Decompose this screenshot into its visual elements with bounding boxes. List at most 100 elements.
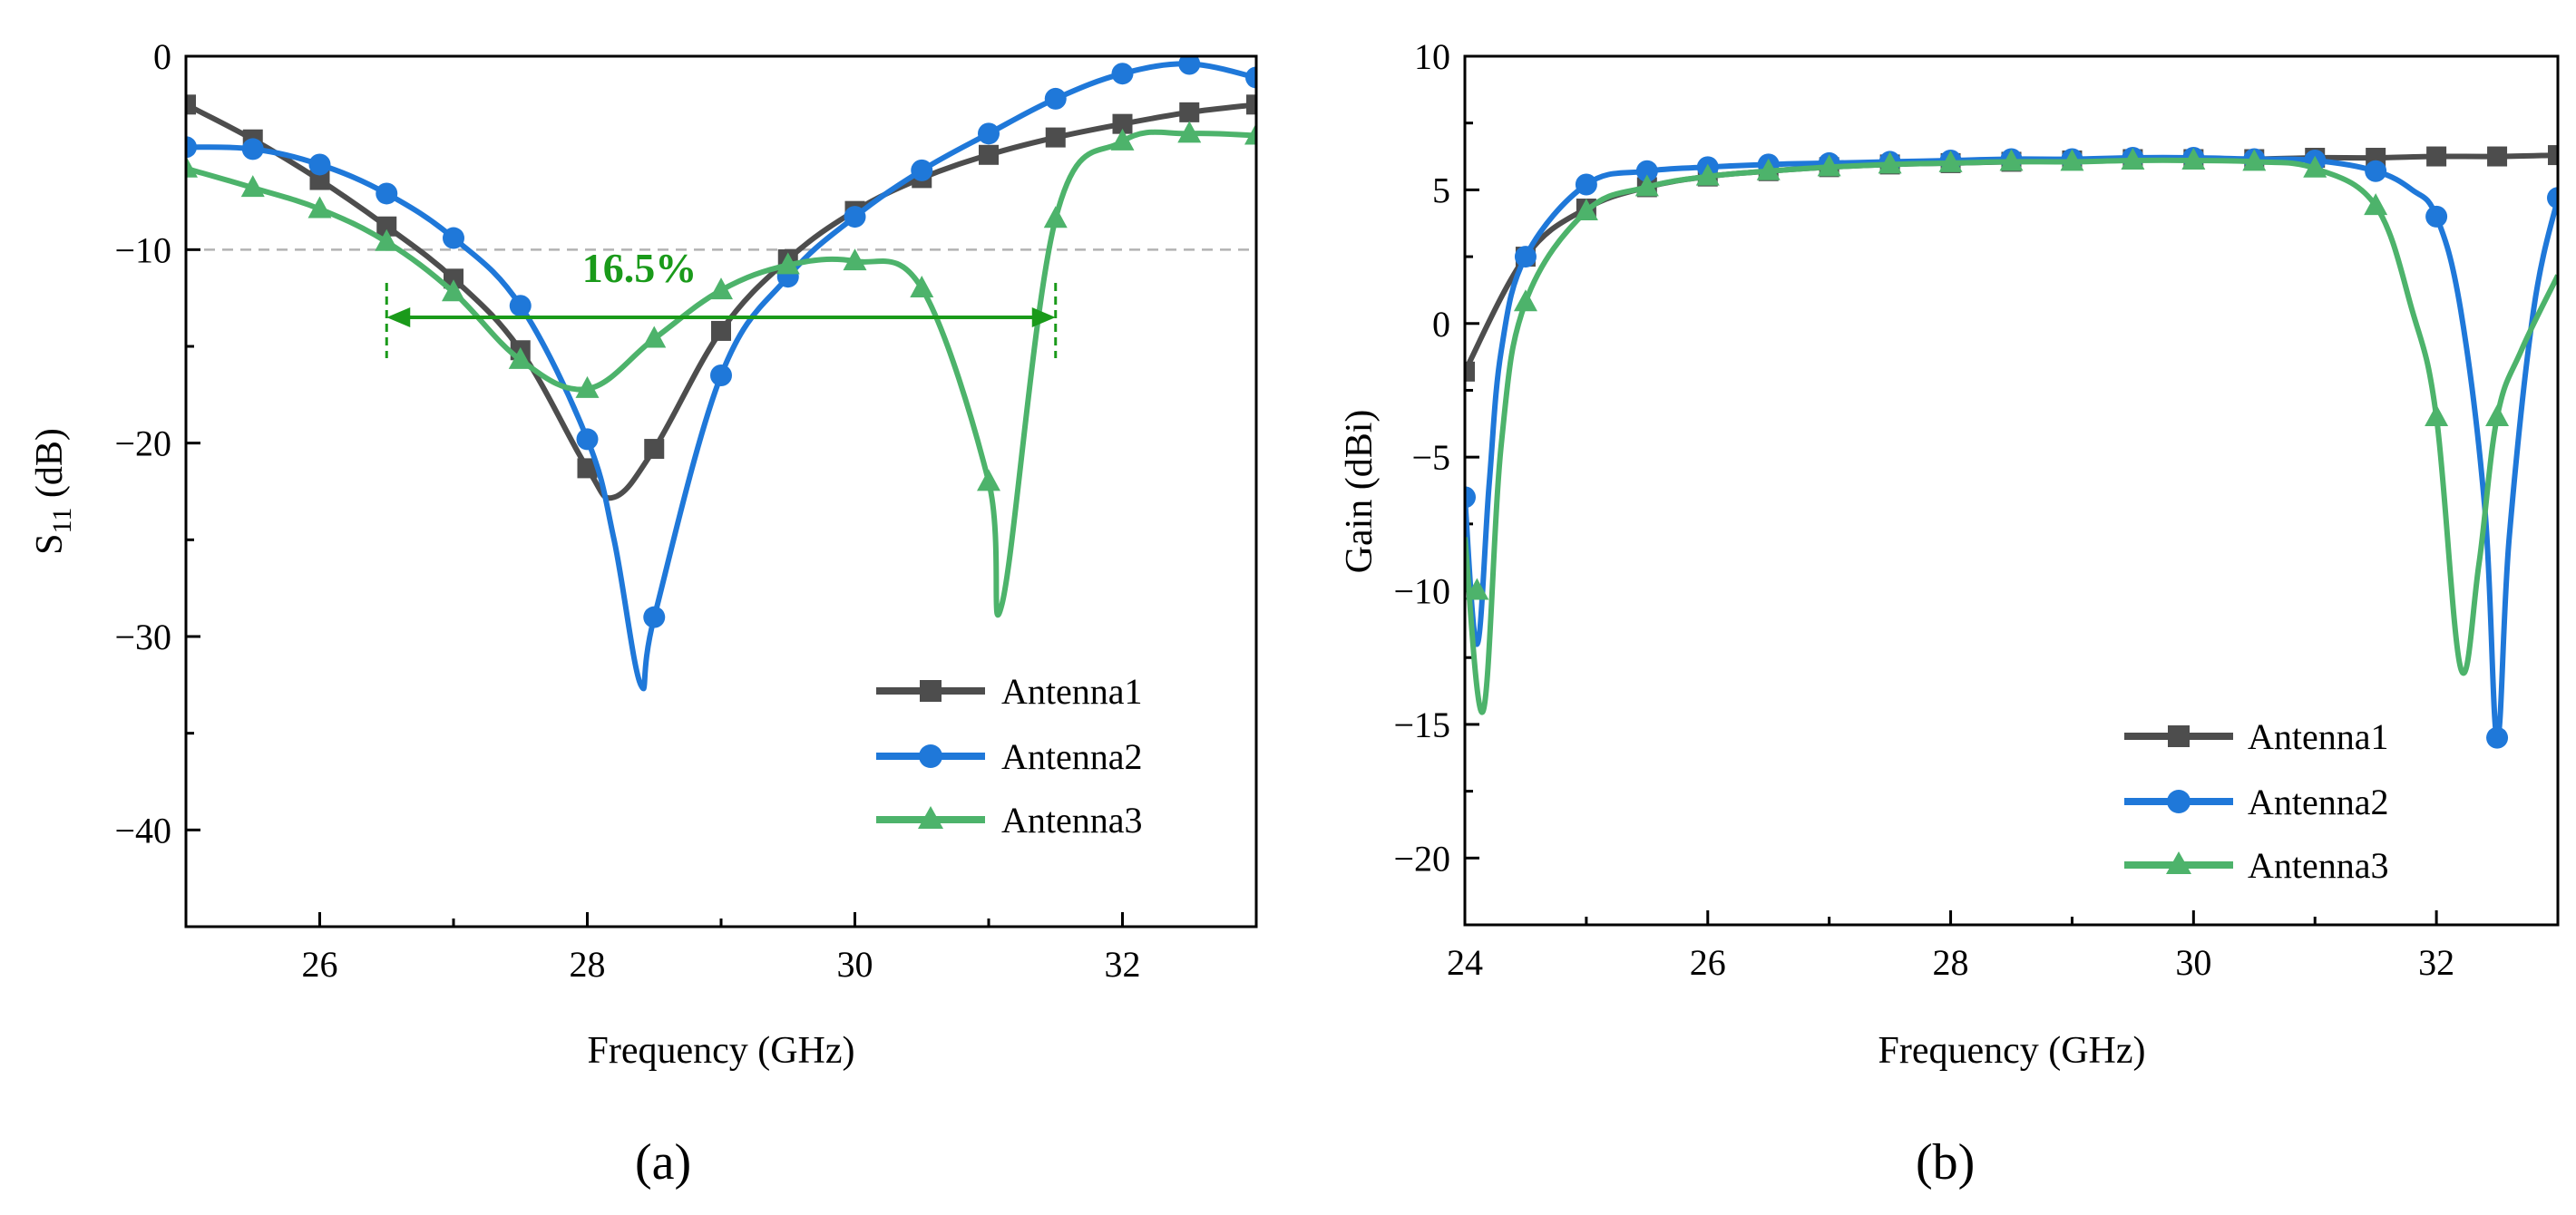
panel-a-marker-antenna3 (1244, 122, 1256, 145)
panel-a-ylabel-unit: (dB) (29, 428, 71, 508)
panel-b-y-tick-label: −5 (1411, 437, 1450, 478)
panel-a-s11-chart: 26 28 30 32 0 −10 −20 −30 −40 16.5% Frequency (GH… (29, 36, 1258, 1191)
panel-a-series-antenna3 (186, 121, 1256, 618)
panel-b-legend-label-antenna1: Antenna1 (2248, 716, 2389, 757)
panel-a-marker-antenna2 (186, 136, 197, 159)
panel-a-marker-antenna1 (186, 94, 196, 115)
panel-a-marker-antenna2 (978, 122, 1000, 145)
panel-b-legend-label-antenna2: Antenna2 (2248, 782, 2389, 822)
panel-a-marker-antenna3 (508, 346, 532, 369)
panel-b-axes-frame (1463, 54, 2560, 927)
panel-b-gain-chart: 24 26 28 30 32 10 5 0 −5 −10 −15 −20 Frequency (GHz… (1339, 36, 2560, 1191)
panel-b-xlabel: Frequency (GHz) (1878, 1030, 2145, 1072)
panel-a-y-tick-label: −10 (114, 229, 171, 270)
panel-a-marker-antenna1 (309, 170, 330, 190)
panel-a-y-tick-label: −40 (114, 810, 171, 850)
panel-b-line-antenna3 (1465, 157, 2558, 715)
panel-a-legend-label-antenna2: Antenna2 (1001, 736, 1143, 777)
panel-b-marker-antenna3 (1513, 289, 1537, 312)
panel-b-marker-antenna1 (2487, 146, 2508, 167)
panel-b-marker-antenna3 (1574, 198, 1598, 220)
panel-a-marker-antenna2 (376, 182, 398, 205)
panel-a-marker-antenna3 (307, 196, 332, 219)
panel-b-legend-antenna1: Antenna1 (2124, 716, 2389, 757)
panel-b-x-tick-label: 30 (2175, 942, 2211, 983)
panel-b-marker-antenna3 (2121, 147, 2145, 170)
panel-b-marker-antenna3 (2060, 149, 2084, 171)
panel-a-marker-antenna1 (644, 439, 665, 460)
panel-a-marker-antenna2 (710, 364, 732, 386)
panel-b-legend-label-antenna3: Antenna3 (2248, 845, 2389, 886)
panel-b-marker-antenna3 (1817, 154, 1841, 177)
panel-b-series-antenna2 (1465, 147, 2558, 749)
panel-b-marker-antenna3 (2425, 403, 2449, 426)
panel-b-marker-antenna3 (1695, 163, 1720, 186)
panel-a-marker-antenna1 (979, 144, 999, 165)
panel-a-marker-antenna2 (1245, 66, 1256, 89)
panel-a-marker-antenna1 (444, 268, 463, 289)
panel-b-y-tick-label: 0 (1432, 304, 1450, 345)
panel-b-marker-antenna3 (2242, 149, 2267, 171)
panel-a-line-antenna1 (186, 102, 1256, 501)
panel-a-legend-label-antenna1: Antenna1 (1001, 671, 1143, 712)
panel-b-marker-antenna2 (1514, 246, 1537, 268)
panel-b-marker-antenna2 (2425, 205, 2448, 228)
panel-b-marker-antenna3 (1938, 150, 1963, 172)
panel-a-x-tick-label: 30 (837, 944, 873, 985)
panel-b-marker-antenna2 (2486, 726, 2509, 749)
panel-a-marker-antenna3 (575, 375, 600, 398)
panel-a-series-antenna2 (186, 56, 1256, 692)
panel-a-marker-antenna2 (911, 159, 933, 181)
panel-a-marker-antenna3 (186, 155, 198, 178)
panel-a-marker-antenna3 (709, 277, 733, 300)
panel-a-legend-antenna2: Antenna2 (876, 736, 1143, 777)
panel-b-x-tick-label: 26 (1690, 942, 1726, 983)
panel-b-marker-antenna3 (2303, 155, 2327, 178)
panel-a-marker-antenna1 (376, 216, 397, 237)
panel-b-marker-antenna3 (1465, 578, 1489, 600)
panel-a-y-tick-label: −20 (114, 423, 171, 464)
panel-a-marker-antenna2 (576, 428, 599, 451)
panel-a-legend-antenna3: Antenna3 (876, 800, 1143, 841)
panel-b-marker-antenna1 (2548, 145, 2558, 166)
panel-a-legend-antenna1: Antenna1 (876, 671, 1143, 712)
panel-b-x-tick-label: 32 (2418, 942, 2454, 983)
panel-b-x-tick-label: 28 (1933, 942, 1969, 983)
panel-a-y-tick-label: 0 (153, 36, 171, 77)
panel-b-marker-antenna2 (1635, 160, 1658, 182)
panel-b-marker-antenna1 (1465, 361, 1475, 382)
panel-a-marker-antenna2 (443, 227, 464, 249)
panel-b-marker-antenna3 (2181, 147, 2206, 170)
panel-a-plot-area: 26 28 30 32 0 −10 −20 −30 −40 16.5% (114, 36, 1258, 985)
panel-a-marker-antenna3 (843, 248, 867, 271)
panel-a-marker-antenna3 (642, 326, 667, 348)
panel-a-ylabel-main: S (29, 534, 71, 555)
panel-b-marker-antenna3 (2364, 193, 2388, 216)
panel-b-y-tick-label: −15 (1393, 705, 1450, 745)
panel-b-series-antenna3 (1465, 147, 2558, 715)
panel-a-marker-antenna2 (844, 206, 866, 228)
panel-a-marker-antenna2 (643, 606, 666, 628)
panel-a-marker-antenna3 (776, 252, 800, 275)
panel-a-ylabel: S11 (dB) (29, 428, 77, 555)
panel-b-plot-area: 24 26 28 30 32 10 5 0 −5 −10 −15 −20 (1393, 36, 2560, 983)
panel-b-marker-antenna3 (2485, 403, 2510, 426)
panel-a-marker-antenna2 (241, 138, 264, 160)
panel-a-x-tick-label: 32 (1105, 944, 1141, 985)
panel-b-marker-antenna3 (1878, 151, 1902, 174)
panel-b-y-tick-label: −10 (1393, 571, 1450, 612)
panel-a-xlabel: Frequency (GHz) (587, 1030, 854, 1072)
panel-a-marker-antenna1 (577, 458, 598, 479)
panel-b-legend: Antenna1 Antenna2 Antenna3 (2124, 716, 2389, 886)
panel-b-x-tick-label: 24 (1447, 942, 1483, 983)
panel-b-ylabel: Gain (dBi) (1339, 410, 1381, 574)
panel-b-marker-antenna2 (1575, 173, 1597, 196)
panel-a-marker-antenna1 (1112, 113, 1133, 134)
panel-a-marker-antenna3 (375, 228, 399, 251)
panel-a-marker-antenna3 (977, 469, 1000, 491)
panel-a-axes-frame (184, 54, 1258, 928)
panel-a-bandwidth-arrowhead-right (1031, 307, 1056, 327)
panel-b-y-tick-label: 5 (1432, 170, 1450, 210)
panel-a-marker-antenna3 (1110, 128, 1135, 151)
